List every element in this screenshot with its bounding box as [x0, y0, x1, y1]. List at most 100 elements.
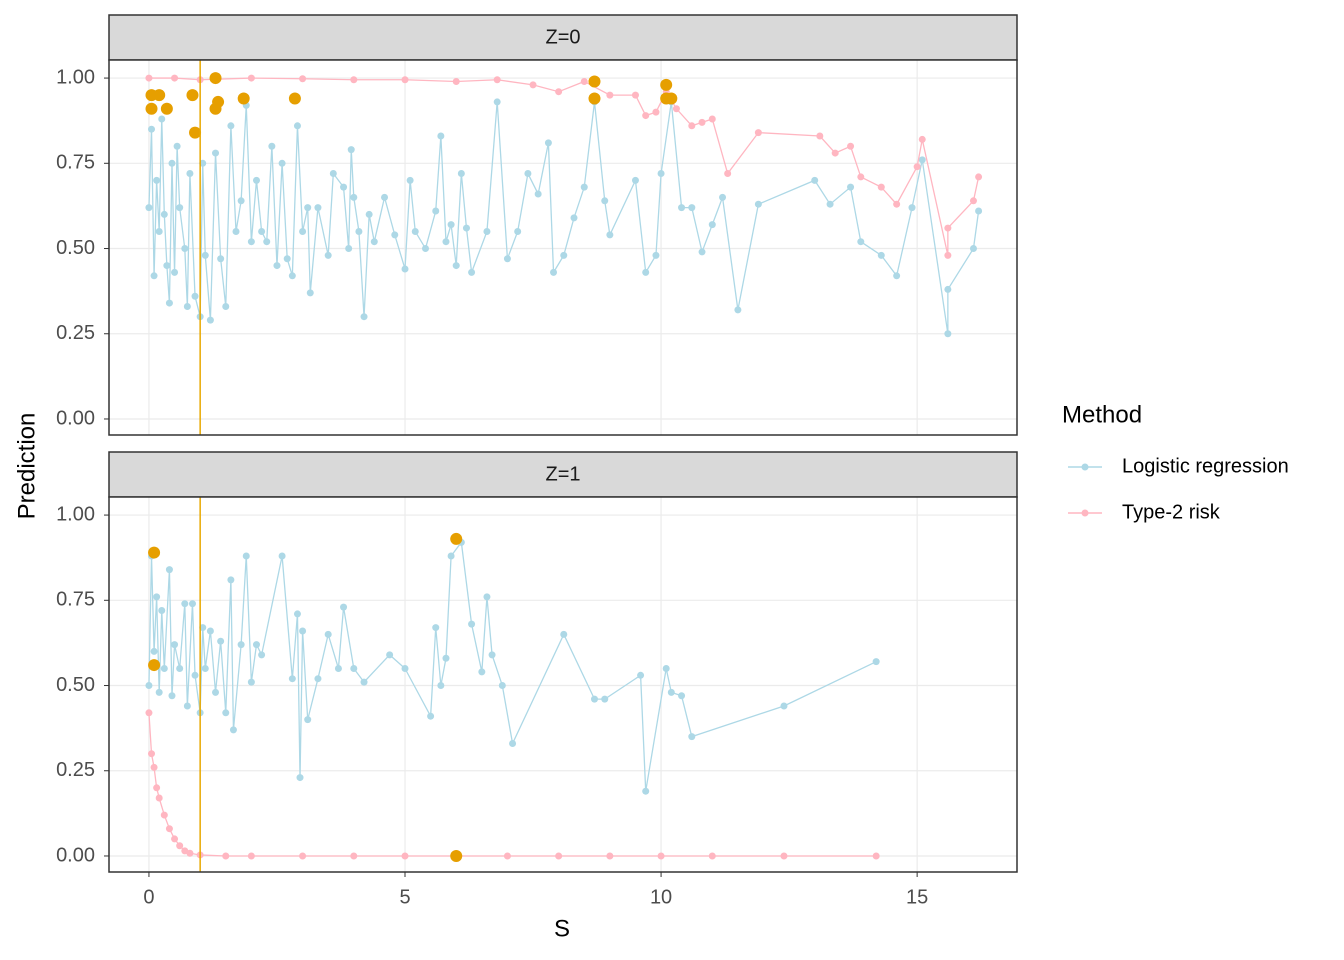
point — [273, 262, 281, 270]
point — [176, 204, 184, 212]
point — [171, 268, 179, 276]
point — [163, 262, 171, 270]
highlight-point — [450, 849, 463, 862]
point — [350, 76, 358, 84]
legend-label: Type-2 risk — [1122, 501, 1221, 523]
panel-border — [108, 496, 1018, 873]
point — [386, 651, 394, 659]
strip — [108, 14, 1018, 61]
point — [447, 221, 455, 229]
point — [324, 630, 332, 638]
highlight-point — [148, 546, 161, 559]
point — [811, 176, 819, 184]
point — [483, 227, 491, 235]
point — [258, 227, 266, 235]
point — [186, 170, 194, 178]
point — [913, 163, 921, 171]
point — [754, 200, 762, 208]
point — [503, 255, 511, 263]
point — [247, 852, 255, 860]
y-tick-label: 0.50 — [56, 674, 95, 696]
point — [724, 170, 732, 178]
point — [411, 227, 419, 235]
point — [637, 671, 645, 679]
point — [145, 709, 153, 717]
highlight-point — [145, 102, 158, 115]
point — [181, 600, 189, 608]
point — [590, 695, 598, 703]
point — [199, 624, 207, 632]
point — [334, 664, 342, 672]
point — [688, 733, 696, 741]
point — [171, 74, 179, 82]
point — [227, 576, 235, 584]
point — [483, 593, 491, 601]
point — [153, 784, 161, 792]
point — [365, 210, 373, 218]
point — [263, 238, 271, 246]
point — [944, 251, 952, 259]
highlight-point — [148, 659, 161, 672]
point — [432, 624, 440, 632]
point — [452, 77, 460, 85]
y-tick-label: 0.75 — [56, 152, 95, 174]
highlight-point — [588, 92, 601, 105]
point — [153, 593, 161, 601]
point — [442, 238, 450, 246]
point — [160, 210, 168, 218]
point — [606, 91, 614, 99]
y-tick-label: 0.75 — [56, 589, 95, 611]
point — [148, 750, 156, 758]
point — [347, 146, 355, 154]
point — [667, 688, 675, 696]
y-tick-label: 0.25 — [56, 322, 95, 344]
x-tick-label: 0 — [143, 886, 154, 908]
point — [299, 227, 307, 235]
point — [550, 268, 558, 276]
point — [918, 135, 926, 143]
point — [171, 641, 179, 649]
point — [212, 149, 220, 157]
series-line — [148, 540, 877, 792]
point — [457, 170, 465, 178]
point — [299, 852, 307, 860]
x-axis-label: S — [554, 915, 570, 942]
point — [237, 197, 245, 205]
point — [631, 91, 639, 99]
point — [754, 129, 762, 137]
point — [252, 176, 260, 184]
panel — [109, 497, 1017, 872]
y-tick-label: 0.00 — [56, 844, 95, 866]
point — [217, 255, 225, 263]
point — [168, 159, 176, 167]
point — [468, 620, 476, 628]
point — [227, 122, 235, 130]
point — [229, 726, 237, 734]
point — [222, 852, 230, 860]
point — [158, 607, 166, 615]
point — [165, 566, 173, 574]
point — [688, 122, 696, 130]
point — [478, 668, 486, 676]
point — [678, 692, 686, 700]
point — [642, 787, 650, 795]
point — [186, 849, 194, 857]
panel — [109, 60, 1017, 435]
point — [975, 207, 983, 215]
point — [183, 702, 191, 710]
point — [283, 255, 291, 263]
point — [278, 552, 286, 560]
point — [406, 176, 414, 184]
point — [176, 842, 184, 850]
x-tick-label: 10 — [650, 886, 672, 908]
point — [155, 227, 163, 235]
point — [232, 227, 240, 235]
point — [719, 193, 727, 201]
highlight-point — [660, 92, 673, 105]
highlight-point — [660, 78, 673, 91]
point — [350, 852, 358, 860]
point — [160, 664, 168, 672]
point — [488, 651, 496, 659]
point — [201, 664, 209, 672]
